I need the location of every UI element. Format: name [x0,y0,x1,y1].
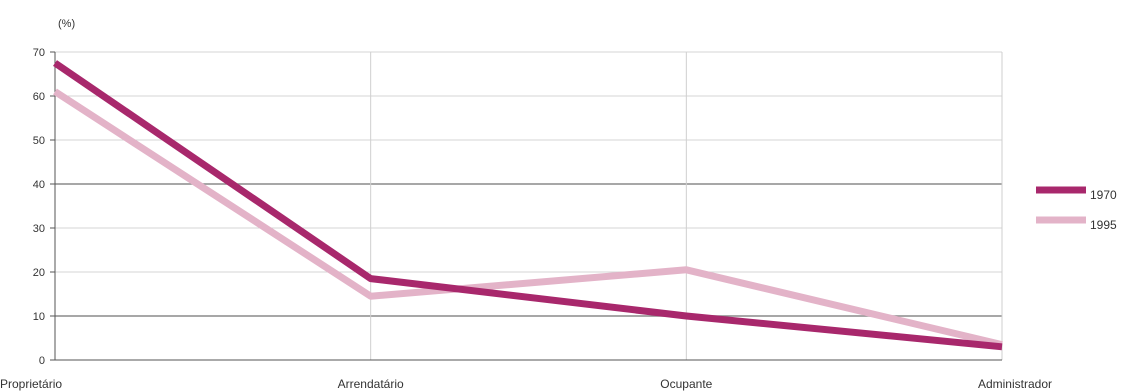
y-tick-label: 70 [33,47,45,59]
y-axis-ticks: 0 10 20 30 40 50 60 70 [33,47,55,367]
y-tick-label: 50 [33,135,45,147]
y-tick-label: 20 [33,267,45,279]
legend-label-1970: 1970 [1090,188,1117,202]
x-tick-label: Administrador [978,377,1052,391]
series-line-1970 [53,60,1003,351]
y-tick-label: 30 [33,223,45,235]
series-lines [53,60,1003,351]
legend: 1970 1995 [1036,186,1117,232]
series-line-1995 [53,88,1003,349]
grid [54,51,1003,361]
y-unit-label: (%) [58,18,75,30]
y-tick-label: 60 [33,91,45,103]
y-tick-label: 40 [33,179,45,191]
x-axis-ticks: Proprietário Arrendatário Ocupante Administ… [0,377,1052,391]
legend-label-1995: 1995 [1090,218,1117,232]
x-tick-label: Proprietário [0,377,62,391]
x-tick-label: Arrendatário [338,377,404,391]
x-tick-label: Ocupante [660,377,712,391]
y-tick-label: 0 [39,355,45,367]
y-tick-label: 10 [33,311,45,323]
